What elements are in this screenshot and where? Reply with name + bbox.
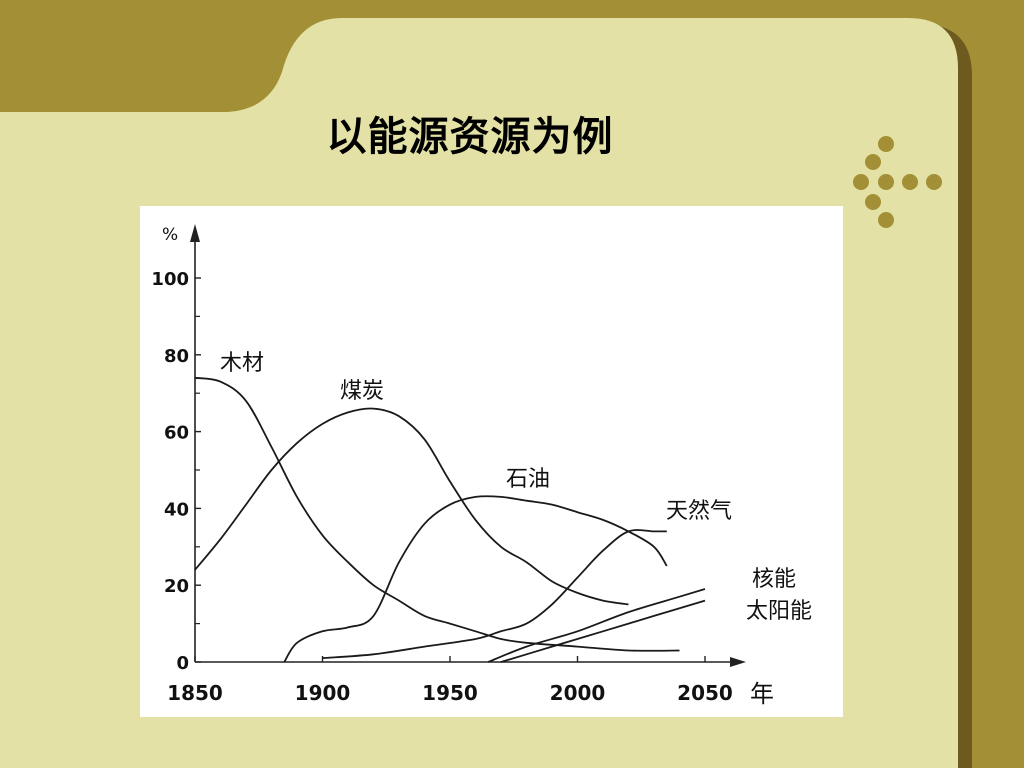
y-tick-label: 80 (164, 346, 189, 367)
y-tick-label: 100 (151, 269, 189, 290)
x-tick-label: 1900 (295, 681, 351, 705)
series-line-coal (194, 407, 629, 606)
x-tick-label: 2000 (550, 681, 606, 705)
series-label-gas: 天然气 (666, 499, 732, 524)
y-axis-arrow (190, 224, 200, 242)
energy-share-chart: % 年 0 20 40 60 80 100 1850 1900 1950 2000 2050 木材… (151, 224, 812, 708)
y-axis-label: % (162, 225, 178, 245)
x-axis-label: 年 (750, 680, 774, 708)
chart-panel: % 年 0 20 40 60 80 100 1850 1900 1950 2000 2050 木材… (140, 206, 843, 717)
slide-title: 以能源资源为例 (326, 114, 614, 160)
series-line-solar (500, 599, 706, 663)
x-tick-label: 1850 (167, 681, 223, 705)
y-tick-label: 20 (164, 576, 189, 597)
x-tick-label: 1950 (422, 681, 478, 705)
y-tick-label: 40 (164, 499, 189, 520)
series-label-solar: 太阳能 (746, 599, 812, 624)
y-tick-label: 0 (176, 653, 189, 674)
series-line-oil (283, 495, 668, 663)
decorative-dots (853, 136, 942, 228)
series-label-oil: 石油 (506, 467, 550, 492)
series-label-coal: 煤炭 (340, 379, 384, 404)
series-label-nuclear: 核能 (752, 567, 796, 592)
series-line-gas (322, 529, 667, 660)
series-line-nuclear (487, 588, 706, 663)
series-line-wood (194, 376, 680, 652)
x-axis-arrow (730, 657, 746, 667)
series-label-wood: 木材 (220, 351, 264, 376)
x-tick-label: 2050 (677, 681, 733, 705)
y-tick-label: 60 (164, 423, 189, 444)
